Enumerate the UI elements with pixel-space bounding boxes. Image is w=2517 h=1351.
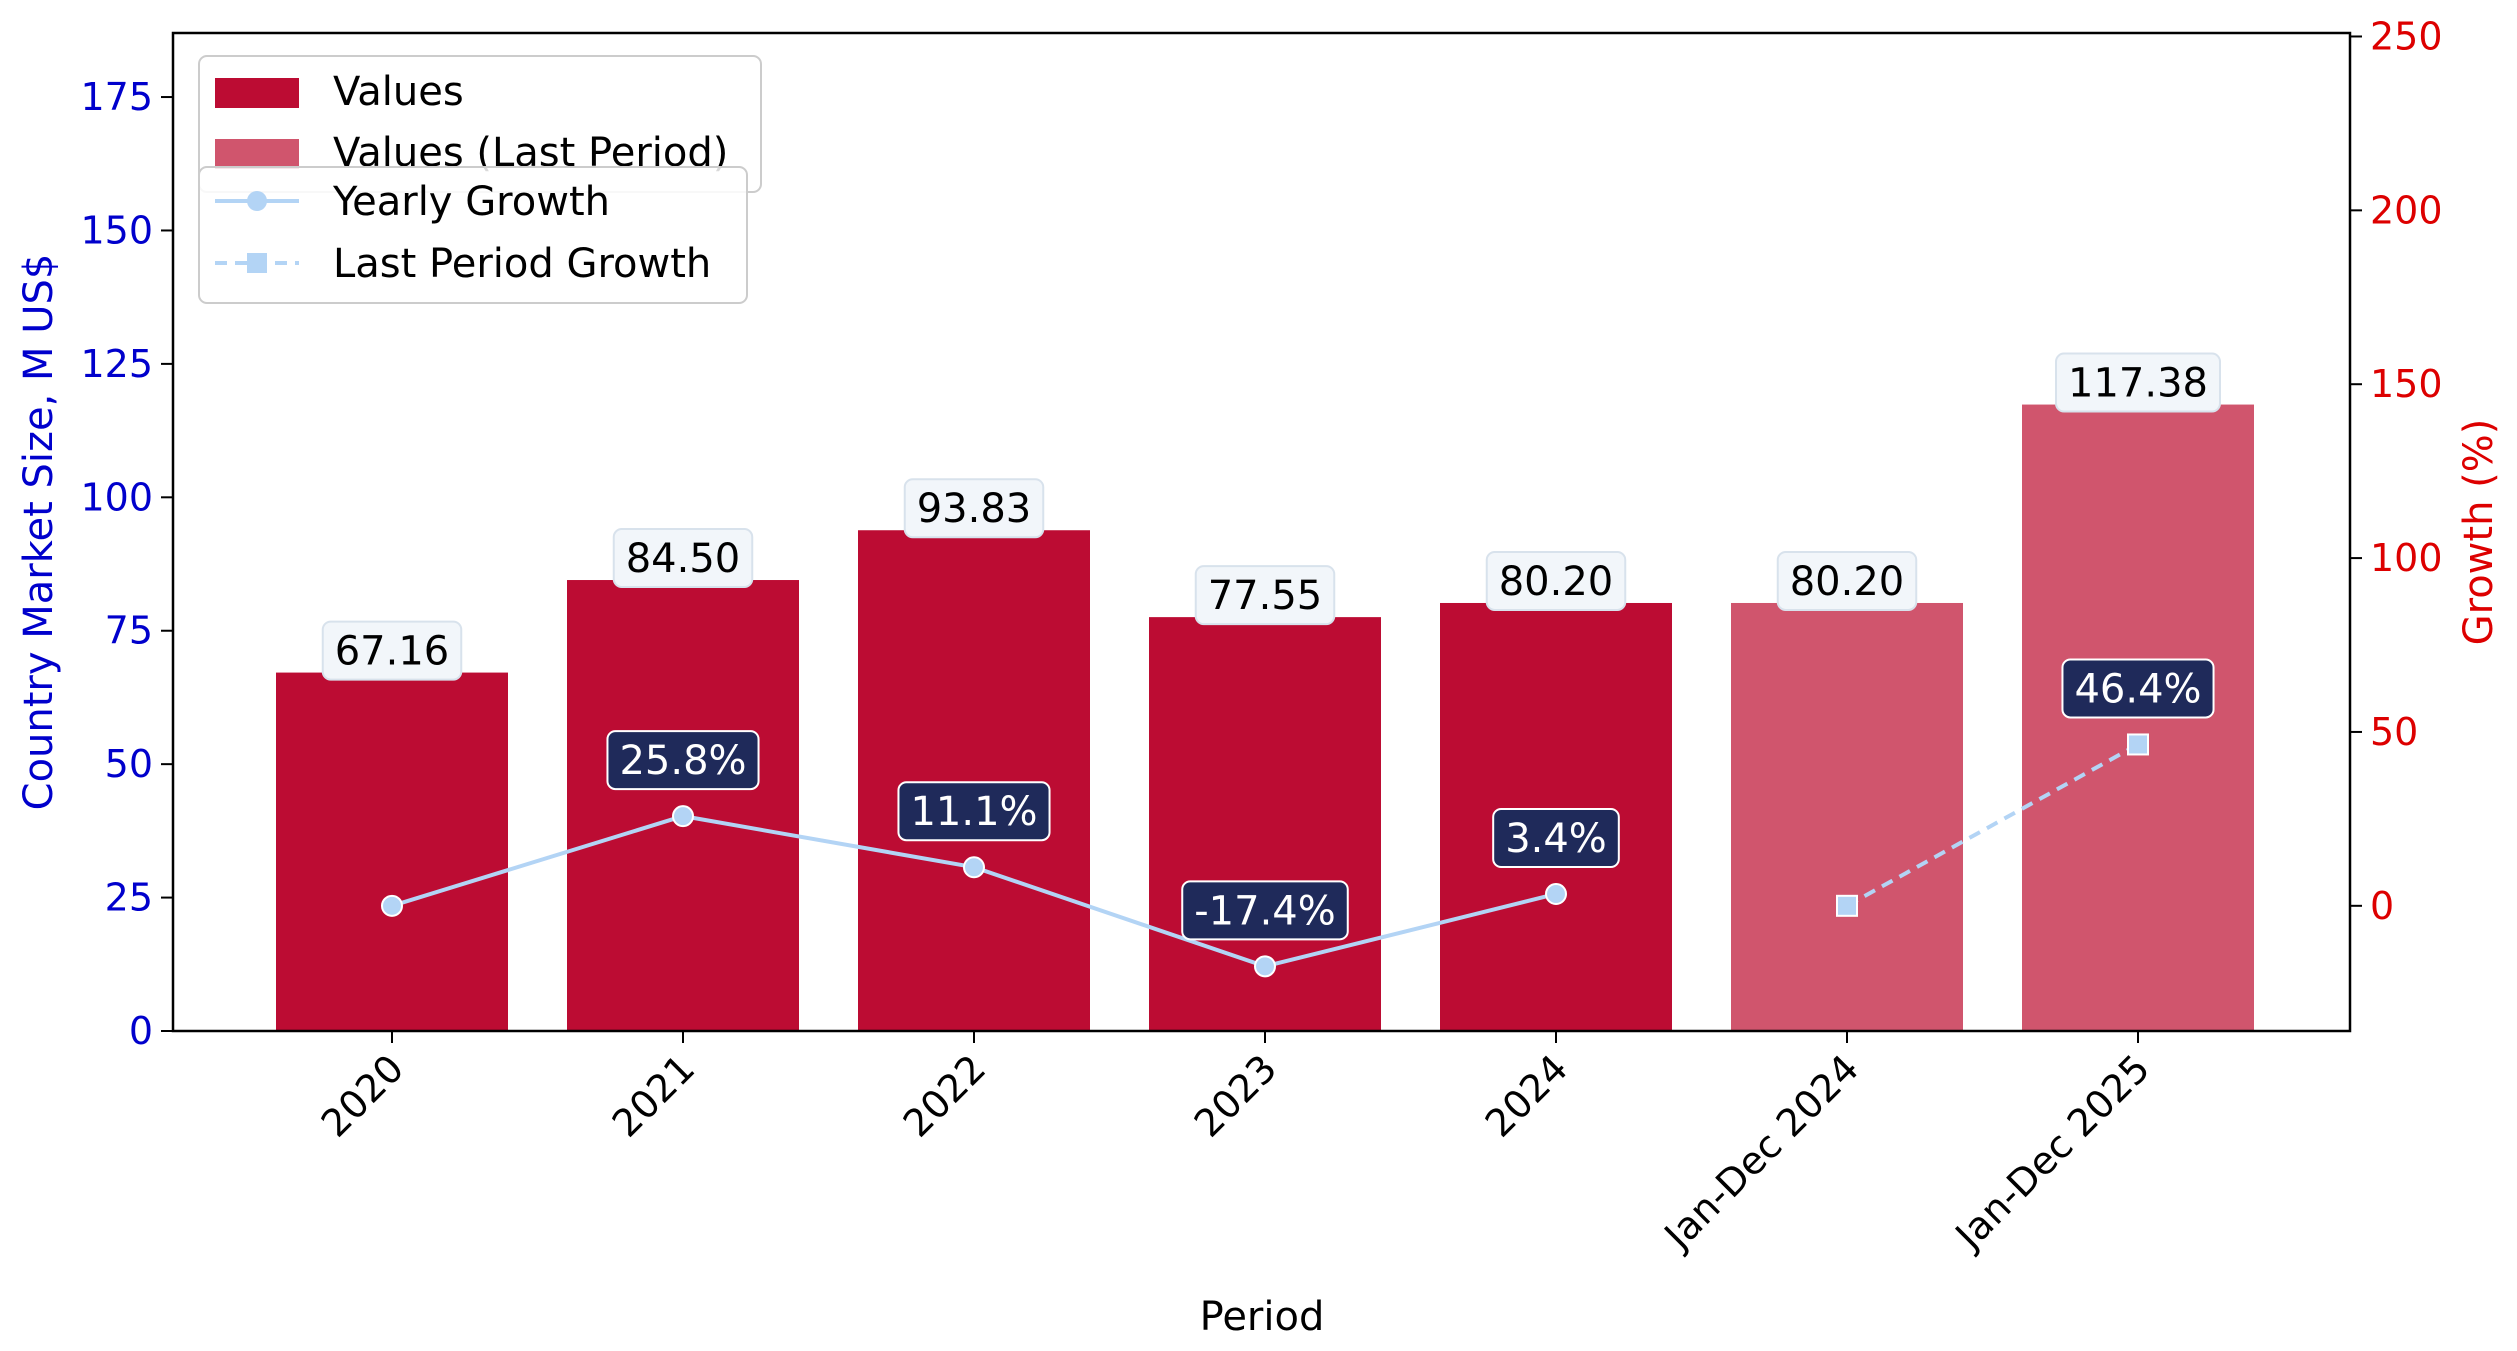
growth-label: 25.8% — [619, 738, 746, 784]
left-axis: 0 25 50 75 100 125 150 175 — [80, 75, 173, 1053]
left-tick-label: 50 — [105, 742, 153, 786]
value-label: 80.20 — [1790, 559, 1905, 605]
legend-growth: Yearly Growth Last Period Growth — [198, 166, 748, 304]
yearly-growth-point — [381, 894, 403, 917]
growth-lines-layer — [381, 733, 2149, 978]
value-label-box — [1485, 550, 1627, 611]
x-axis: 2020 2021 2022 2023 2024 Jan-Dec 2024 Jan-Dec … — [313, 1031, 2159, 1259]
growth-label-box — [2061, 658, 2215, 719]
legend-growth-frame — [198, 166, 748, 304]
value-label: 77.55 — [1208, 573, 1323, 619]
growth-label: 46.4% — [2074, 666, 2201, 712]
value-label-box — [903, 478, 1045, 539]
last-period-growth-point — [1836, 894, 1858, 917]
right-tick-label: 0 — [2370, 884, 2394, 928]
left-tick-label: 0 — [129, 1009, 153, 1053]
growth-label-box — [606, 730, 760, 791]
bar-2020 — [276, 672, 508, 1031]
left-tick-label: 25 — [105, 876, 153, 920]
growth-label-box — [1181, 880, 1349, 941]
growth-label-box — [897, 781, 1051, 842]
right-tick-label: 50 — [2370, 710, 2418, 754]
yearly-growth-point — [1254, 955, 1276, 978]
x-tick-label: Jan-Dec 2024 — [1655, 1046, 1868, 1259]
value-label-box — [1776, 550, 1918, 611]
right-tick-label: 100 — [2370, 536, 2443, 580]
bar-jan-dec-2024 — [1731, 602, 1963, 1031]
yearly-growth-point — [672, 805, 694, 828]
yearly-growth-point — [963, 856, 985, 879]
growth-label: 11.1% — [910, 789, 1037, 835]
left-tick-label: 125 — [80, 342, 153, 386]
x-tick-label: 2020 — [313, 1046, 413, 1146]
value-label-box — [321, 620, 463, 681]
growth-label: 3.4% — [1505, 816, 1607, 862]
x-tick-label: 2021 — [604, 1046, 704, 1146]
value-labels-layer: 67.16 84.50 93.83 77.55 80.20 80.20 117.38 — [321, 352, 2221, 681]
x-tick-label: Jan-Dec 2025 — [1946, 1046, 2159, 1259]
legend-values-last-swatch — [215, 139, 299, 169]
right-tick-label: 150 — [2370, 362, 2443, 406]
value-label: 117.38 — [2068, 361, 2208, 407]
value-label: 93.83 — [917, 486, 1032, 532]
legend-last-growth-marker — [247, 253, 267, 273]
right-axis-title: Growth (%) — [2456, 419, 2502, 646]
left-axis-title: Country Market Size, M US$ — [16, 254, 62, 811]
left-tick-label: 150 — [80, 208, 153, 252]
value-label: 84.50 — [626, 536, 741, 582]
x-tick-label: 2024 — [1477, 1046, 1577, 1146]
x-axis-title: Period — [1200, 1294, 1325, 1340]
value-label: 67.16 — [335, 629, 450, 675]
x-tick-label: 2022 — [895, 1046, 995, 1146]
left-tick-label: 75 — [105, 609, 153, 653]
value-label-box — [1194, 565, 1336, 626]
value-label-box — [2055, 352, 2221, 413]
last-period-growth-line — [1846, 742, 2139, 908]
growth-labels-layer: 25.8% 11.1% -17.4% 3.4% 46.4% — [606, 658, 2215, 941]
legend-yearly-growth-marker — [247, 191, 267, 211]
legend-values-label: Values — [333, 69, 464, 115]
right-axis: 0 50 100 150 200 250 — [2350, 14, 2443, 928]
right-tick-label: 200 — [2370, 188, 2443, 232]
value-label-box — [612, 528, 754, 589]
yearly-growth-point — [1545, 882, 1567, 905]
legend-yearly-growth-label: Yearly Growth — [332, 179, 610, 225]
legend-last-growth-label: Last Period Growth — [333, 241, 711, 287]
left-tick-label: 100 — [80, 475, 153, 519]
value-label: 80.20 — [1499, 559, 1614, 605]
last-period-growth-point — [2127, 733, 2149, 756]
growth-label-box — [1492, 807, 1620, 868]
growth-label: -17.4% — [1194, 888, 1336, 934]
legend-values-swatch — [215, 78, 299, 108]
bar-2022 — [858, 530, 1090, 1031]
plot-frame — [171, 31, 2352, 1033]
left-tick-label: 175 — [80, 75, 153, 119]
right-tick-label: 250 — [2370, 14, 2443, 58]
x-tick-label: 2023 — [1186, 1046, 1286, 1146]
